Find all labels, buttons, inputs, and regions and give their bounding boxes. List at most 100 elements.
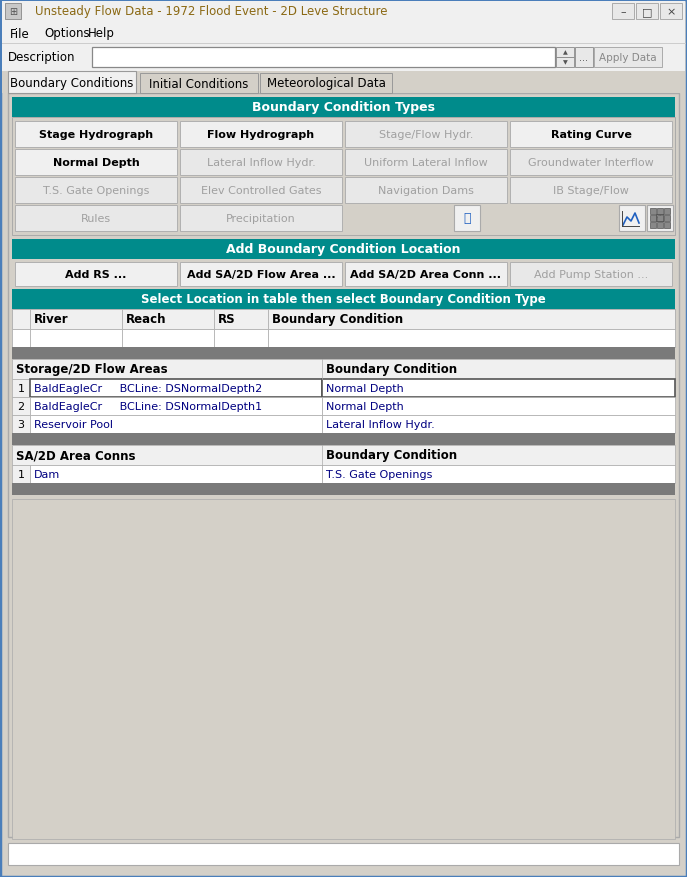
Bar bbox=[345, 122, 507, 148]
Bar bbox=[12, 239, 675, 260]
Bar bbox=[214, 310, 268, 330]
Bar bbox=[122, 330, 214, 347]
Text: River: River bbox=[34, 313, 69, 326]
Bar bbox=[12, 397, 30, 416]
Text: Storage/2D Flow Areas: Storage/2D Flow Areas bbox=[16, 363, 168, 376]
Bar bbox=[345, 178, 507, 203]
Bar bbox=[15, 206, 177, 232]
Text: Add SA/2D Flow Area ...: Add SA/2D Flow Area ... bbox=[187, 270, 335, 280]
Text: T.S. Gate Openings: T.S. Gate Openings bbox=[43, 186, 149, 196]
Bar bbox=[619, 206, 645, 232]
Text: Reach: Reach bbox=[126, 313, 166, 326]
Bar bbox=[510, 263, 672, 287]
Bar bbox=[180, 263, 342, 287]
Text: Lateral Inflow Hydr.: Lateral Inflow Hydr. bbox=[326, 419, 435, 430]
Text: ▲: ▲ bbox=[563, 51, 567, 55]
Text: Help: Help bbox=[88, 27, 115, 40]
Bar bbox=[180, 150, 342, 175]
Bar bbox=[30, 330, 122, 347]
Bar bbox=[12, 446, 675, 466]
Bar bbox=[556, 58, 574, 68]
Text: Navigation Dams: Navigation Dams bbox=[378, 186, 474, 196]
Bar bbox=[345, 263, 507, 287]
Bar bbox=[650, 209, 656, 215]
Bar bbox=[612, 4, 634, 20]
Bar bbox=[636, 4, 658, 20]
Bar bbox=[30, 416, 322, 433]
Bar bbox=[647, 206, 673, 232]
Bar bbox=[660, 4, 682, 20]
Bar bbox=[5, 4, 21, 20]
Text: Unsteady Flow Data - 1972 Flood Event - 2D Leve Structure: Unsteady Flow Data - 1972 Flood Event - … bbox=[35, 5, 387, 18]
Text: Boundary Condition: Boundary Condition bbox=[326, 449, 457, 462]
Text: Lateral Inflow Hydr.: Lateral Inflow Hydr. bbox=[207, 158, 315, 168]
Bar bbox=[4, 839, 683, 869]
Bar bbox=[8, 94, 679, 837]
Bar bbox=[2, 44, 685, 72]
Text: File: File bbox=[10, 27, 30, 40]
Bar bbox=[12, 310, 675, 330]
Bar bbox=[12, 118, 675, 236]
Bar bbox=[8, 72, 136, 94]
Bar bbox=[12, 433, 675, 446]
Bar bbox=[15, 263, 177, 287]
Text: 3: 3 bbox=[17, 419, 25, 430]
Text: 1: 1 bbox=[17, 469, 25, 480]
Text: Uniform Lateral Inflow: Uniform Lateral Inflow bbox=[364, 158, 488, 168]
Bar bbox=[268, 330, 675, 347]
Bar bbox=[140, 74, 258, 94]
Text: Add Boundary Condition Location: Add Boundary Condition Location bbox=[226, 243, 461, 256]
Text: T.S. Gate Openings: T.S. Gate Openings bbox=[326, 469, 432, 480]
Text: BaldEagleCr     BCLine: DSNormalDepth1: BaldEagleCr BCLine: DSNormalDepth1 bbox=[34, 402, 262, 411]
Text: Boundary Condition: Boundary Condition bbox=[326, 363, 457, 376]
Text: Select Location in table then select Boundary Condition Type: Select Location in table then select Bou… bbox=[141, 293, 546, 306]
Bar bbox=[454, 206, 480, 232]
Bar bbox=[664, 216, 670, 222]
Bar bbox=[657, 223, 663, 229]
Bar bbox=[664, 223, 670, 229]
Text: ×: × bbox=[666, 7, 676, 17]
Bar bbox=[664, 209, 670, 215]
Bar bbox=[214, 330, 268, 347]
Bar bbox=[12, 310, 30, 330]
Bar bbox=[2, 72, 685, 94]
Text: –: – bbox=[620, 7, 626, 17]
Bar bbox=[180, 122, 342, 148]
Bar bbox=[122, 310, 214, 330]
Text: Stage Hydrograph: Stage Hydrograph bbox=[39, 130, 153, 139]
Text: Dam: Dam bbox=[34, 469, 60, 480]
Text: Stage/Flow Hydr.: Stage/Flow Hydr. bbox=[379, 130, 473, 139]
Bar bbox=[510, 122, 672, 148]
Text: Description: Description bbox=[8, 52, 76, 64]
Text: □: □ bbox=[642, 7, 652, 17]
Text: Normal Depth: Normal Depth bbox=[326, 383, 404, 394]
Text: Boundary Condition Types: Boundary Condition Types bbox=[252, 102, 435, 114]
Text: ▼: ▼ bbox=[563, 61, 567, 66]
Text: Boundary Condition: Boundary Condition bbox=[272, 313, 403, 326]
Text: Meteorological Data: Meteorological Data bbox=[267, 77, 385, 90]
Bar bbox=[345, 150, 507, 175]
Text: Precipitation: Precipitation bbox=[226, 214, 296, 224]
Text: Normal Depth: Normal Depth bbox=[326, 402, 404, 411]
Bar bbox=[510, 178, 672, 203]
Text: Options: Options bbox=[44, 27, 89, 40]
Bar bbox=[12, 330, 675, 347]
Text: ...: ... bbox=[580, 53, 589, 63]
Text: Elev Controlled Gates: Elev Controlled Gates bbox=[201, 186, 322, 196]
Bar bbox=[180, 206, 342, 232]
Bar bbox=[12, 98, 675, 118]
Bar bbox=[15, 122, 177, 148]
Bar bbox=[12, 483, 675, 496]
Text: Rating Curve: Rating Curve bbox=[550, 130, 631, 139]
Bar bbox=[657, 209, 663, 215]
Text: Normal Depth: Normal Depth bbox=[53, 158, 139, 168]
Text: Rules: Rules bbox=[81, 214, 111, 224]
Bar bbox=[30, 310, 122, 330]
Bar bbox=[594, 48, 662, 68]
Bar bbox=[657, 216, 663, 222]
Bar bbox=[650, 223, 656, 229]
Bar bbox=[12, 416, 30, 433]
Bar bbox=[2, 2, 685, 24]
Bar bbox=[30, 466, 322, 483]
Bar bbox=[12, 347, 675, 360]
